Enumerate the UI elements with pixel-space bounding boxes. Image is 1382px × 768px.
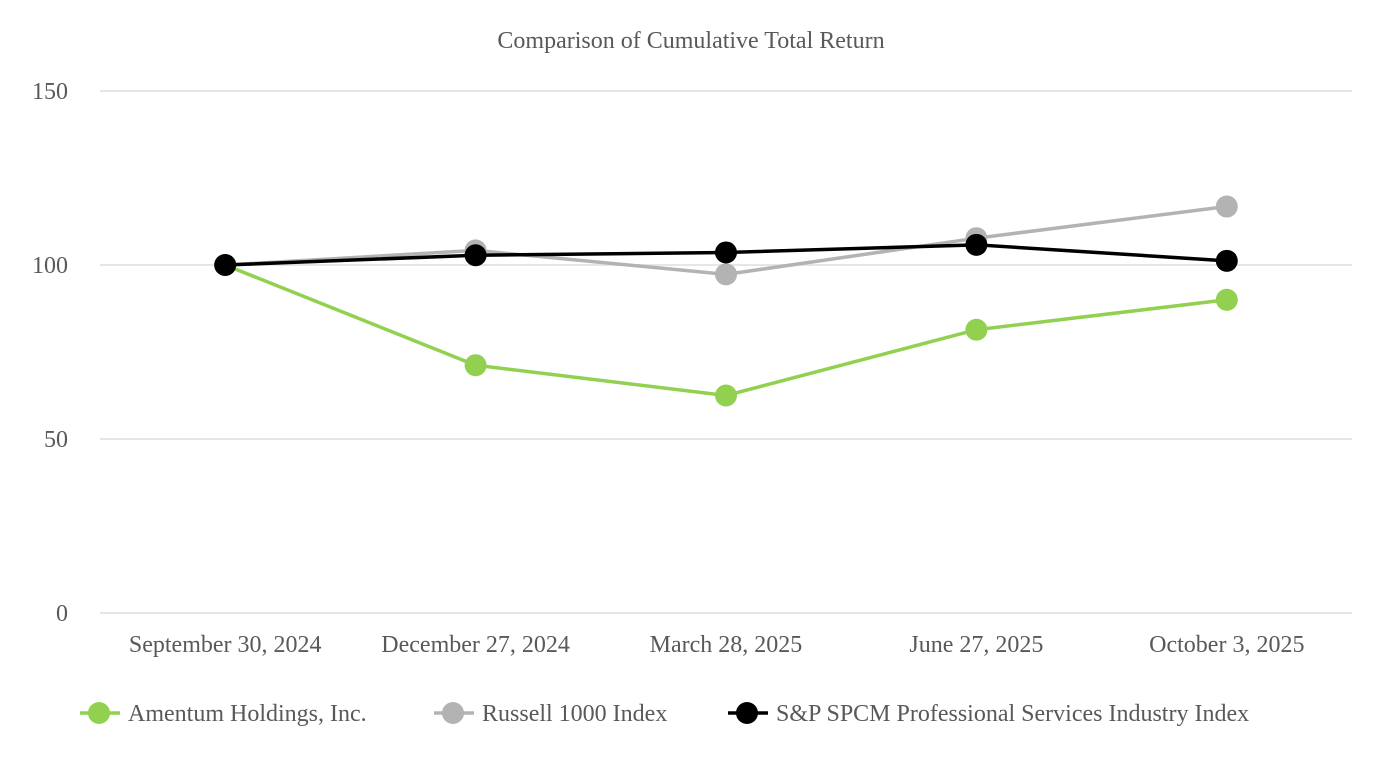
legend-item-0: Amentum Holdings, Inc. (80, 701, 367, 727)
data-point (715, 263, 737, 286)
legend-marker (88, 702, 110, 724)
legend-label: Amentum Holdings, Inc. (128, 701, 367, 727)
data-point (1215, 195, 1238, 218)
series-lines (214, 195, 1238, 407)
data-point (214, 254, 237, 276)
legend-label: S&P SPCM Professional Services Industry … (776, 701, 1249, 727)
y-tick-label: 0 (56, 601, 68, 627)
y-tick-label: 100 (32, 253, 68, 279)
legend-label: Russell 1000 Index (482, 701, 667, 727)
data-point (1215, 249, 1238, 272)
series-2 (214, 233, 1238, 276)
data-point (965, 233, 988, 256)
data-point (1215, 288, 1238, 311)
legend-marker (442, 702, 464, 724)
legend-marker (736, 702, 758, 724)
y-axis-ticks: 0 50 100 150 (32, 79, 68, 627)
y-tick-label: 150 (32, 79, 68, 105)
legend-item-2: S&P SPCM Professional Services Industry … (728, 701, 1249, 727)
x-axis-ticks: September 30, 2024 December 27, 2024 March… (129, 632, 1305, 658)
data-point (464, 354, 487, 377)
x-tick-label: October 3, 2025 (1149, 632, 1304, 658)
chart-title: Comparison of Cumulative Total Return (497, 28, 884, 54)
data-point (715, 241, 737, 264)
data-point (965, 318, 988, 341)
x-tick-label: June 27, 2025 (909, 632, 1043, 658)
x-tick-label: December 27, 2024 (381, 632, 570, 658)
legend: Amentum Holdings, Inc. Russell 1000 Index… (80, 701, 1249, 727)
data-point (715, 384, 737, 407)
gridlines (100, 90, 1352, 614)
x-tick-label: September 30, 2024 (129, 632, 322, 658)
legend-item-1: Russell 1000 Index (434, 701, 667, 727)
y-tick-label: 50 (44, 427, 68, 453)
series-1 (214, 195, 1238, 286)
x-tick-label: March 28, 2025 (650, 632, 803, 658)
data-point (464, 244, 487, 267)
